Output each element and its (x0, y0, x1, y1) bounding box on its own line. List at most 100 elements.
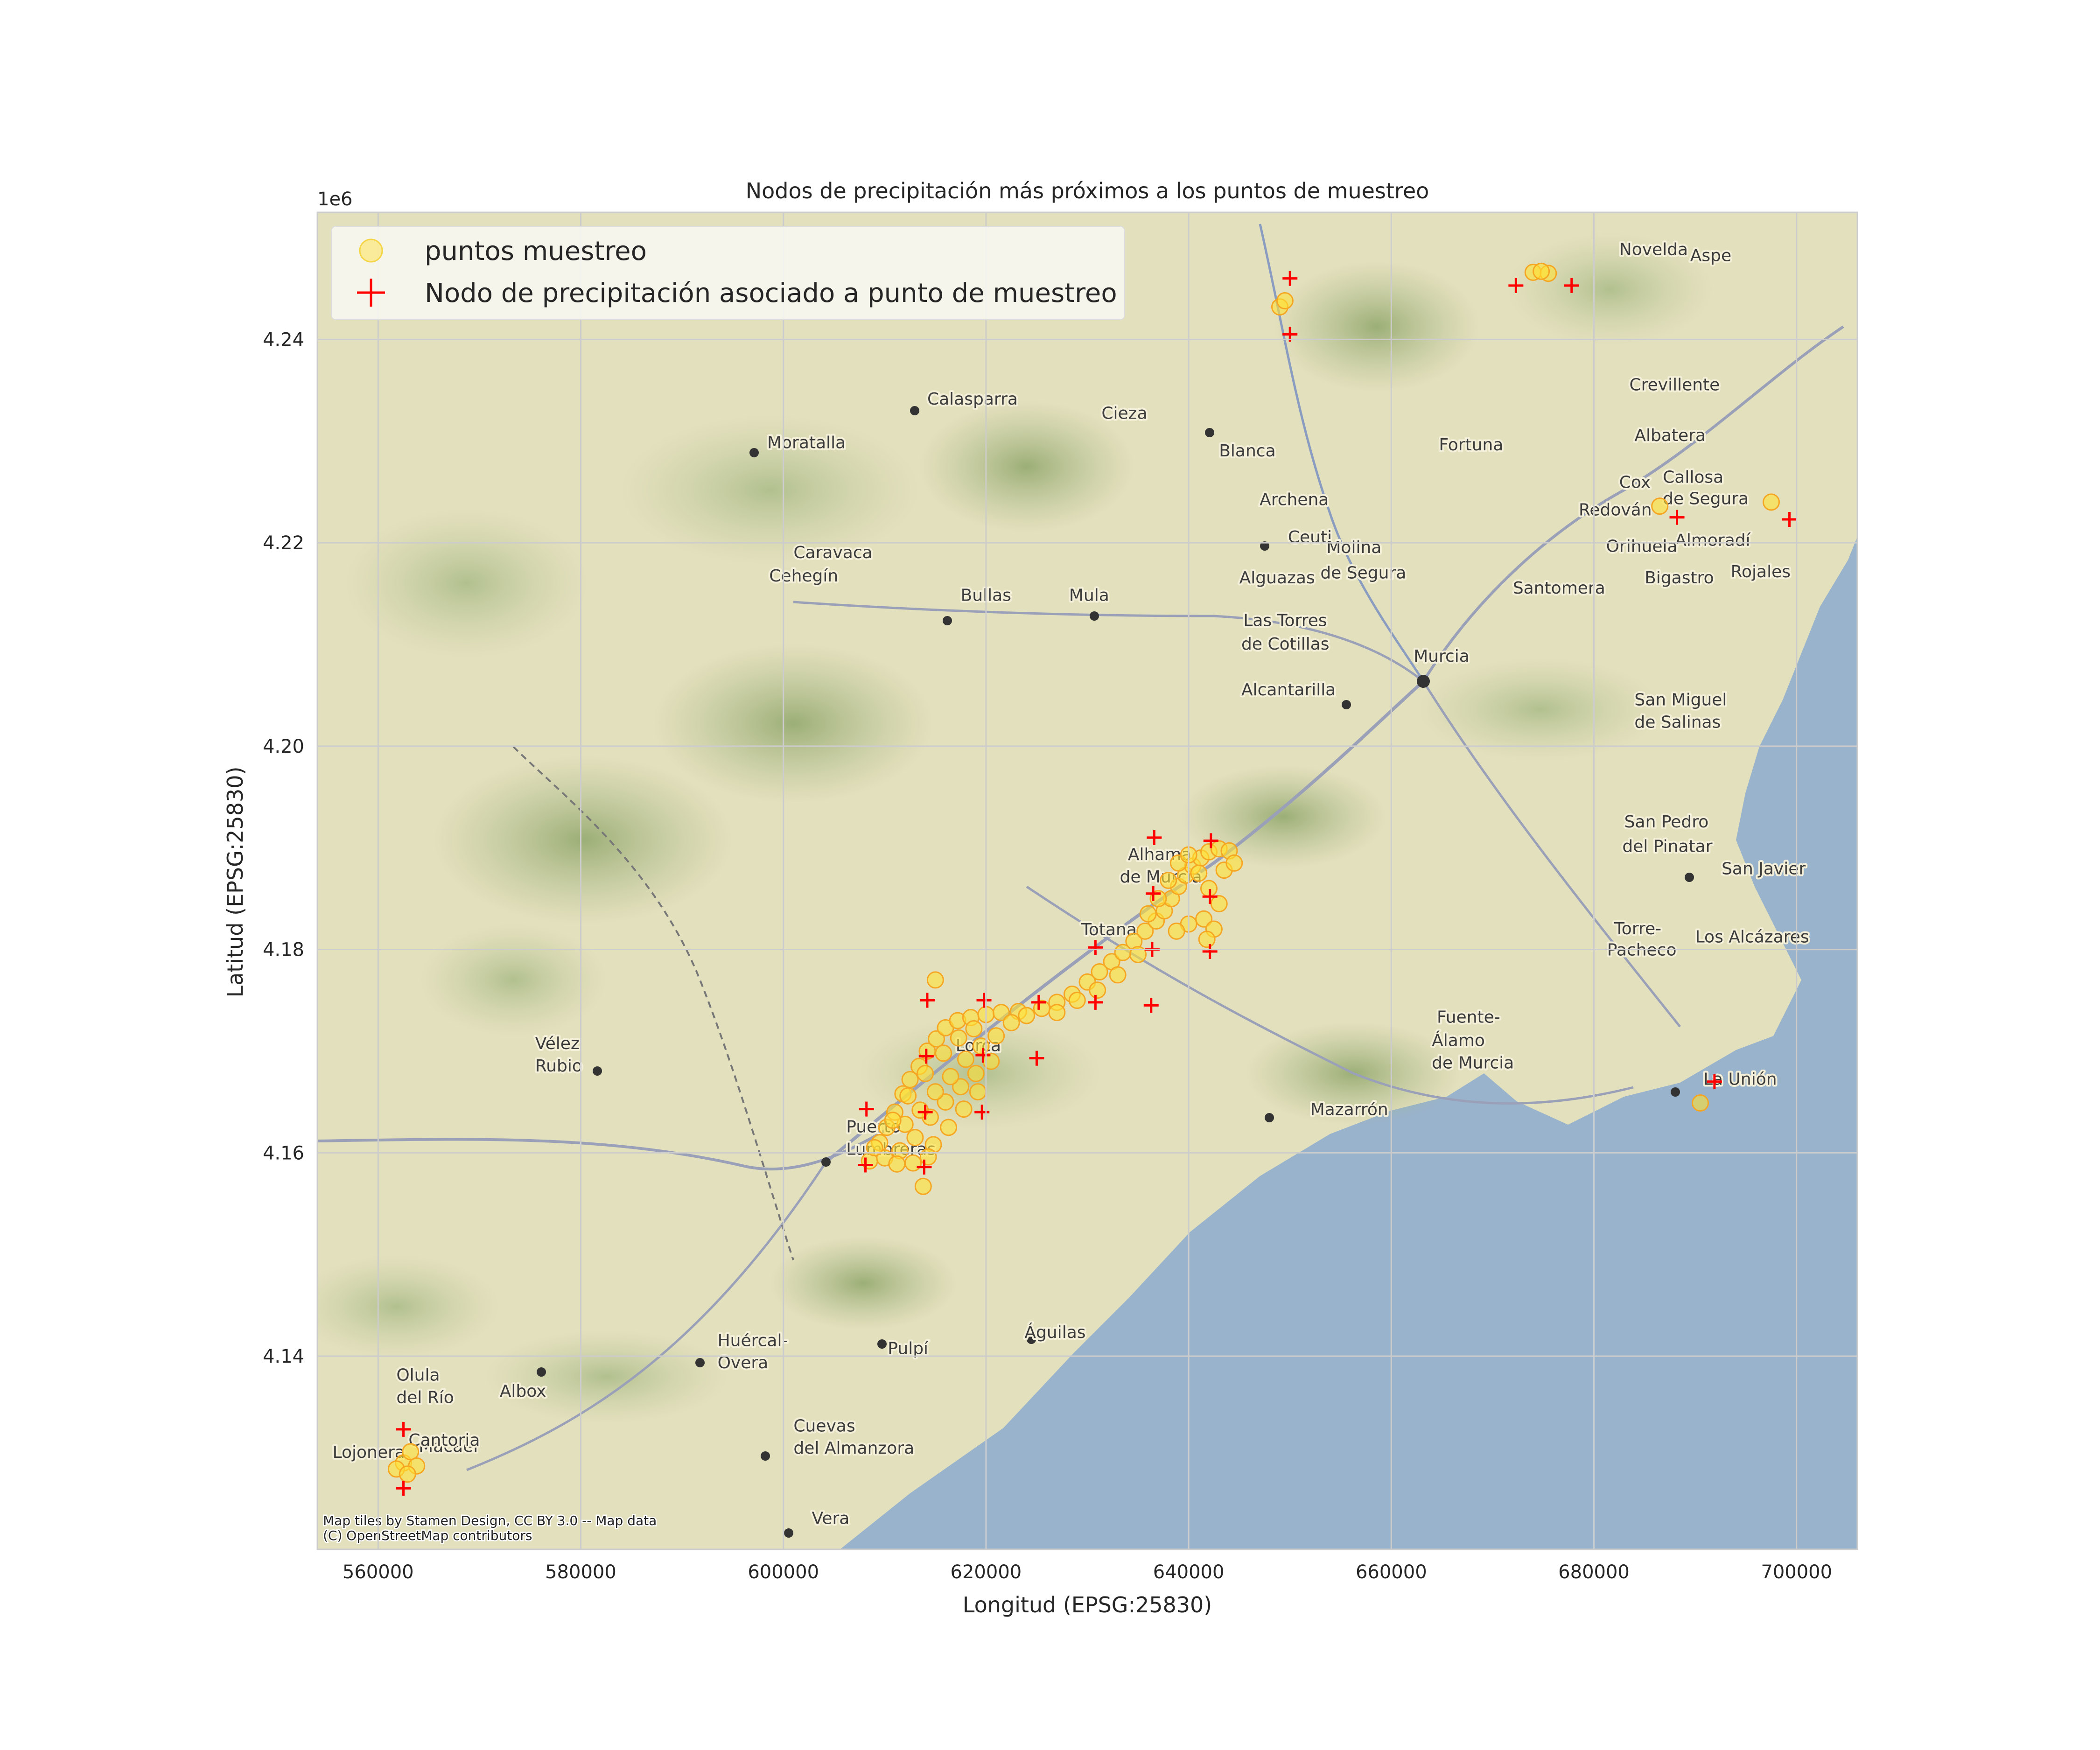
sampling-point (1139, 905, 1157, 923)
sampling-point (1190, 864, 1208, 882)
place-label: Albox (500, 1382, 546, 1401)
sampling-point (965, 1020, 983, 1038)
y-tick-label: 4.18 (263, 939, 304, 961)
sampling-point (899, 1087, 917, 1105)
attribution-line-1: Map tiles by Stamen Design, CC BY 3.0 --… (323, 1513, 657, 1528)
sampling-point (967, 1064, 985, 1082)
precipitation-node (1707, 1074, 1722, 1089)
place-label: del Almanzora (793, 1439, 914, 1458)
place-label: del Pinatar (1622, 837, 1712, 856)
sampling-point (1533, 262, 1550, 280)
place-label: de Segura (1320, 563, 1406, 582)
place-label: Los Alcázares (1695, 927, 1809, 946)
place-label: Mazarrón (1310, 1100, 1388, 1120)
place-label: Bigastro (1645, 568, 1714, 588)
place-label: Macael (419, 1437, 478, 1456)
sampling-point (1651, 497, 1669, 515)
legend-label-points: puntos muestreo (425, 236, 647, 266)
precipitation-node (858, 1157, 873, 1173)
y-axis-label: Latitud (EPSG:25830) (223, 766, 248, 997)
precipitation-node (919, 993, 935, 1008)
place-label: Ceuti (1288, 528, 1332, 547)
place-label: Pacheco (1607, 941, 1677, 960)
sampling-point (952, 1078, 970, 1096)
x-tick-label: 700000 (1761, 1561, 1832, 1583)
sampling-point (1068, 991, 1086, 1009)
mar-menor (1755, 719, 1806, 821)
sampling-point (937, 1093, 954, 1111)
place-label: Caravaca (793, 543, 872, 562)
place-label: de Segura (1663, 489, 1749, 508)
place-label: Pulpí (888, 1339, 929, 1358)
place-label: Huércal- (718, 1331, 788, 1350)
place-label: San Javier (1722, 859, 1806, 878)
precipitation-node (1669, 510, 1685, 525)
precipitation-node (1031, 994, 1046, 1010)
place-label: Crevillente (1630, 375, 1720, 394)
sampling-point (1091, 963, 1108, 980)
sampling-point (935, 1044, 952, 1062)
sampling-point (1225, 854, 1243, 872)
precipitation-node (917, 1105, 933, 1120)
sampling-point (1198, 931, 1216, 948)
x-tick-label: 640000 (1153, 1561, 1225, 1583)
place-label: de Cotillas (1241, 635, 1330, 654)
precipitation-node (1282, 271, 1298, 286)
x-tick-label: 560000 (343, 1561, 414, 1583)
sampling-point (1691, 1094, 1709, 1112)
place-label: Las Torres (1243, 611, 1327, 630)
precipitation-node (1088, 994, 1103, 1010)
place-label: Vera (812, 1509, 849, 1528)
place-label: Alcantarilla (1241, 680, 1336, 700)
place-label: Rojales (1731, 562, 1791, 581)
sampling-point (928, 1030, 945, 1048)
sampling-point (1048, 1004, 1066, 1022)
place-label: Calasparra (927, 390, 1018, 409)
sampling-point (402, 1443, 420, 1461)
sampling-point (1129, 945, 1147, 963)
sampling-point (1160, 871, 1177, 889)
y-tick-label: 4.16 (263, 1142, 304, 1164)
x-tick-label: 680000 (1558, 1561, 1630, 1583)
place-label: de Salinas (1634, 713, 1721, 732)
place-label: Alhama (1128, 845, 1192, 864)
place-label: Fuente- (1437, 1008, 1500, 1027)
sampling-point (972, 1037, 990, 1055)
place-label: Blanca (1219, 441, 1275, 461)
precipitation-node (975, 1048, 991, 1063)
y-tick-label: 4.14 (263, 1346, 304, 1367)
sampling-point (884, 1112, 902, 1129)
x-tick-label: 660000 (1356, 1561, 1427, 1583)
place-label: de Murcia (1432, 1053, 1514, 1072)
sampling-point (1762, 493, 1780, 511)
sampling-point (940, 1119, 958, 1136)
y-tick-label: 4.20 (263, 736, 304, 757)
place-label: Cox (1619, 473, 1651, 492)
precipitation-node (976, 993, 992, 1008)
sampling-point (1136, 922, 1154, 940)
sampling-point (914, 1177, 932, 1195)
place-label: San Pedro (1624, 812, 1709, 832)
place-label: Almoradí (1675, 531, 1750, 550)
precipitation-node (1202, 944, 1218, 959)
sampling-point (888, 1155, 906, 1173)
place-label: Molina (1326, 538, 1381, 557)
place-label: Novelda (1619, 240, 1688, 259)
sampling-point (1018, 1007, 1036, 1024)
precipitation-node (396, 1481, 411, 1496)
place-label: Cieza (1101, 404, 1147, 423)
chart-title: Nodos de precipitación más próximos a lo… (746, 178, 1429, 203)
sampling-point (950, 1029, 967, 1047)
sampling-point (1276, 292, 1294, 310)
legend: puntos muestreo Nodo de precipitación as… (331, 226, 1125, 320)
place-label: Murcia (1414, 647, 1470, 666)
place-label: Olula (396, 1365, 440, 1385)
precipitation-node (1029, 1050, 1044, 1066)
legend-marker-nodes (357, 279, 385, 307)
y-axis-ticks: 4.14 4.16 4.18 4.20 4.22 4.24 (263, 329, 304, 1367)
sampling-point (1168, 922, 1185, 940)
precipitation-node (1147, 830, 1162, 845)
place-label: Santomera (1513, 579, 1605, 598)
x-axis-label: Longitud (EPSG:25830) (963, 1592, 1212, 1617)
sampling-point (992, 1004, 1010, 1022)
